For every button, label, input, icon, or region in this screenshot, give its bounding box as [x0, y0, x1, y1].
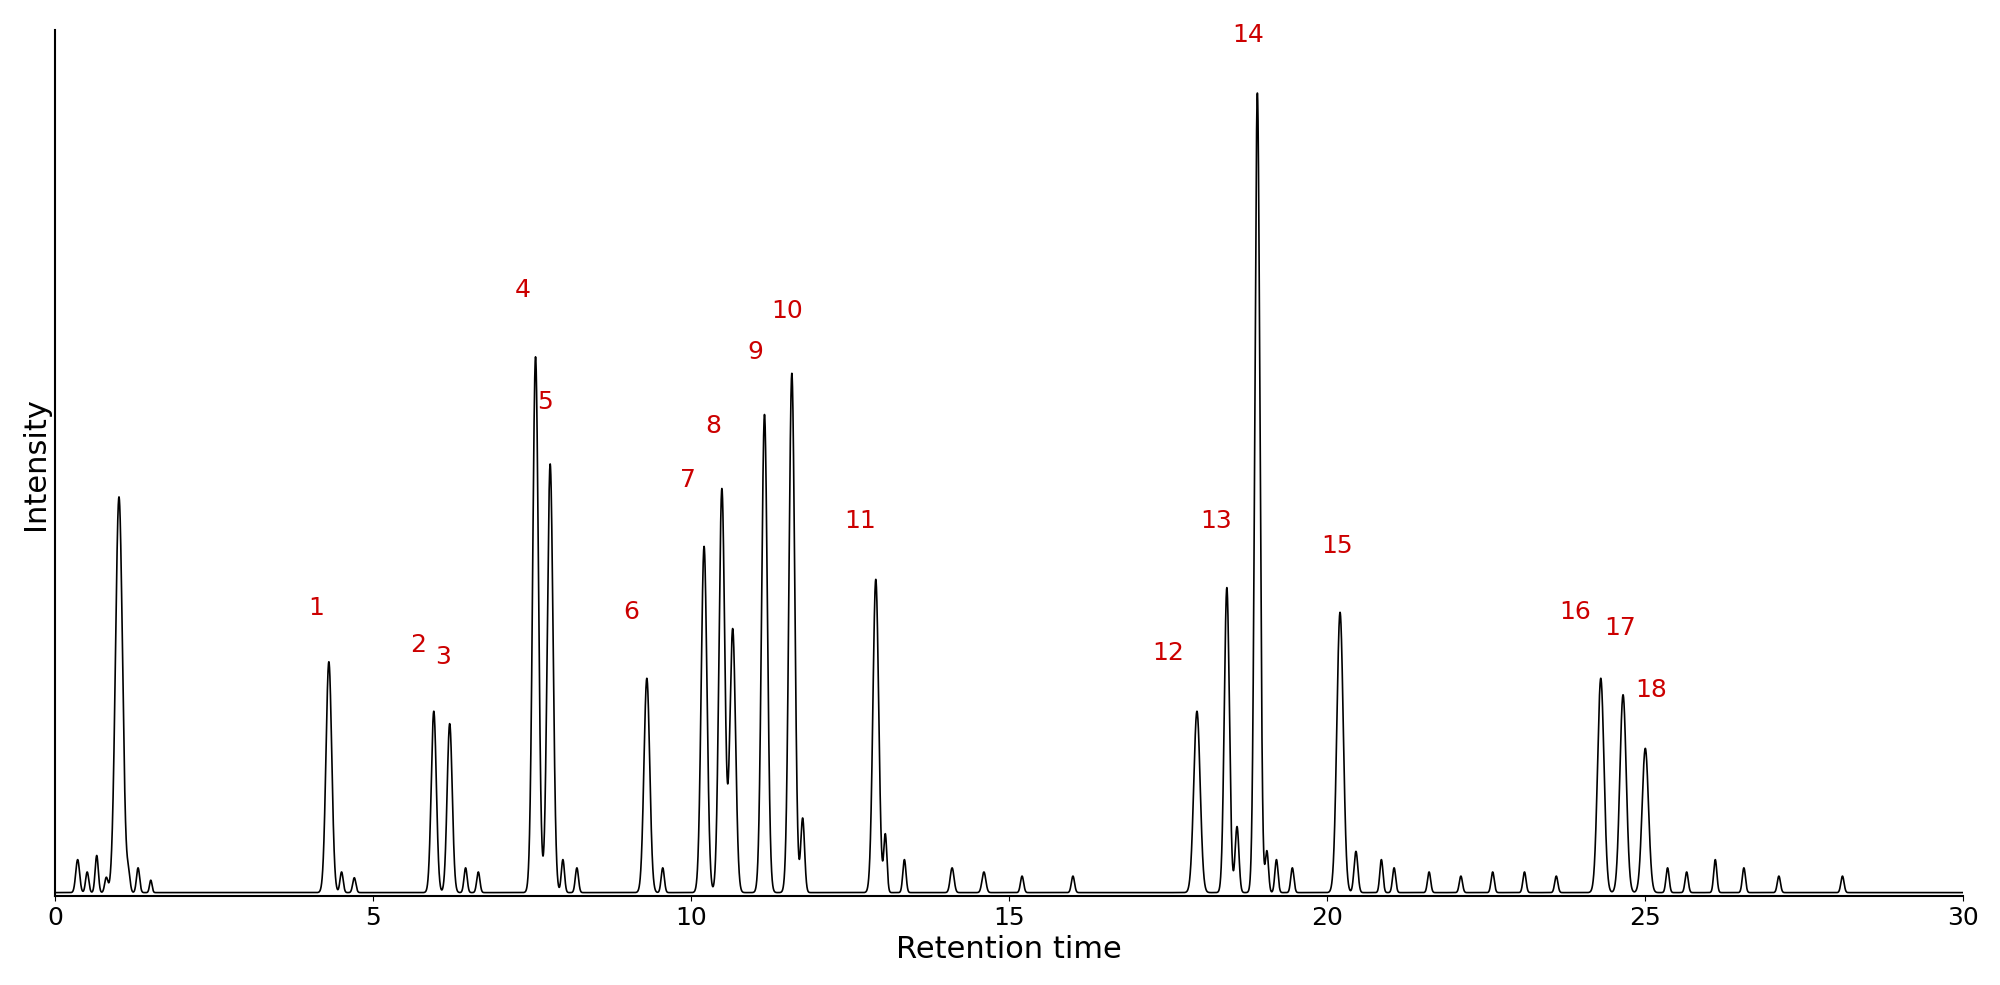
Text: 18: 18 [1636, 679, 1668, 702]
Text: 7: 7 [680, 468, 696, 492]
Text: 15: 15 [1322, 534, 1352, 558]
Text: 3: 3 [436, 645, 452, 669]
Text: 9: 9 [748, 340, 762, 364]
Text: 4: 4 [514, 279, 530, 302]
Text: 10: 10 [770, 299, 802, 323]
Text: 16: 16 [1560, 600, 1592, 624]
Text: 12: 12 [1152, 641, 1184, 665]
Text: 17: 17 [1604, 617, 1636, 640]
Text: 1: 1 [308, 596, 324, 620]
Text: 11: 11 [844, 509, 876, 533]
Text: 2: 2 [410, 632, 426, 657]
X-axis label: Retention time: Retention time [896, 935, 1122, 964]
Y-axis label: Intensity: Intensity [20, 397, 50, 530]
Text: 5: 5 [538, 390, 552, 414]
Text: 13: 13 [1200, 509, 1232, 533]
Text: 14: 14 [1232, 23, 1264, 47]
Text: 6: 6 [622, 600, 638, 624]
Text: 8: 8 [706, 415, 722, 438]
